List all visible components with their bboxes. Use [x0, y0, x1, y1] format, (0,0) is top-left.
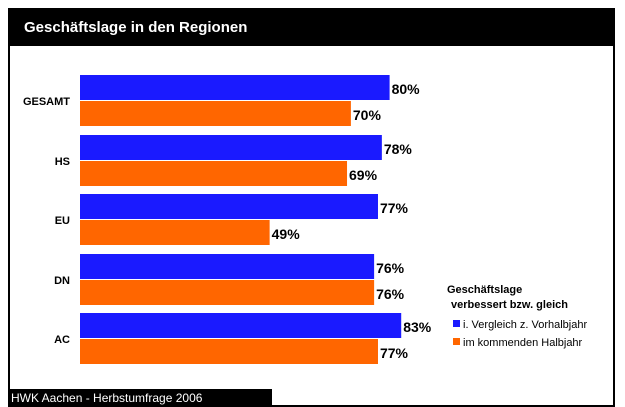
bar-gesamt-series1 [80, 75, 390, 100]
value-label-hs-series1: 78% [384, 141, 413, 157]
category-labels: GESAMT HS EU DN AC [23, 96, 70, 346]
legend: Geschäftslage verbessert bzw. gleich i. … [447, 284, 587, 349]
legend-swatch-series1 [453, 320, 460, 327]
bar-dn-series1 [80, 254, 375, 279]
value-label-ac-series2: 77% [380, 345, 409, 361]
value-label-eu-series2: 49% [272, 226, 301, 242]
value-label-gesamt-series2: 70% [353, 107, 382, 123]
legend-title-line2: verbessert bzw. gleich [451, 299, 568, 311]
bar-ac-series1 [80, 313, 402, 338]
footer-caption: HWK Aachen - Herbstumfrage 2006 [8, 389, 272, 407]
legend-label-series2: im kommenden Halbjahr [463, 337, 583, 349]
bars [80, 75, 402, 364]
value-label-eu-series1: 77% [380, 200, 409, 216]
bar-hs-series1 [80, 135, 382, 160]
legend-label-series1: i. Vergleich z. Vorhalbjahr [463, 319, 587, 331]
value-label-dn-series1: 76% [376, 260, 405, 276]
value-label-ac-series1: 83% [403, 319, 432, 335]
legend-swatch-series2 [453, 338, 460, 345]
category-label-dn: DN [54, 275, 70, 287]
value-label-hs-series2: 69% [349, 167, 378, 183]
bar-eu-series1 [80, 194, 378, 219]
category-label-hs: HS [55, 156, 70, 168]
bar-gesamt-series2 [80, 101, 351, 126]
bar-ac-series2 [80, 339, 378, 364]
value-labels: 80% 70% 78% 69% 77% 49% 76% 76% 83% 77% [272, 81, 432, 361]
chart-title: Geschäftslage in den Regionen [10, 10, 613, 46]
bar-dn-series2 [80, 280, 375, 305]
value-label-dn-series2: 76% [376, 286, 405, 302]
legend-title-line1: Geschäftslage [447, 284, 522, 296]
category-label-gesamt: GESAMT [23, 96, 70, 108]
value-label-gesamt-series1: 80% [392, 81, 421, 97]
bar-hs-series2 [80, 161, 348, 186]
category-label-ac: AC [54, 334, 70, 346]
category-label-eu: EU [55, 215, 70, 227]
bar-eu-series2 [80, 220, 270, 245]
